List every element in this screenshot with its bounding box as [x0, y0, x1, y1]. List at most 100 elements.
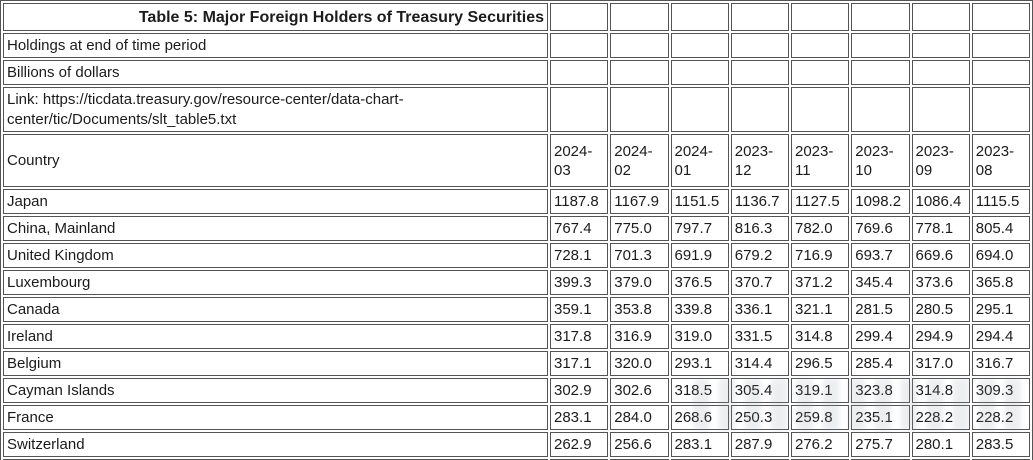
value-cell: 370.7 — [730, 270, 789, 295]
value-cell: 693.7 — [851, 243, 910, 268]
country-cell: Japan — [3, 189, 548, 214]
value-cell: 299.4 — [851, 324, 910, 349]
value-cell: 314.8 — [911, 378, 970, 403]
period-header-cell: 2023-11 — [791, 134, 850, 187]
table-row: Cayman Islands 302.9 302.6 318.5 305.4 319.1 3… — [3, 378, 1030, 403]
value-cell: 373.6 — [911, 270, 970, 295]
country-cell: United Kingdom — [3, 243, 548, 268]
value-cell: 767.4 — [550, 216, 609, 241]
value-cell: 283.5 — [971, 432, 1030, 457]
value-cell: 782.0 — [791, 216, 850, 241]
empty-cell — [610, 60, 669, 85]
value-cell: 275.7 — [851, 432, 910, 457]
value-cell: 1127.5 — [791, 189, 850, 214]
value-cell: 228.2 — [971, 405, 1030, 430]
empty-cell — [670, 87, 729, 132]
value-cell: 262.9 — [550, 432, 609, 457]
empty-cell — [730, 33, 789, 58]
value-cell: 775.0 — [610, 216, 669, 241]
value-cell: 318.5 — [670, 378, 729, 403]
value-cell: 228.2 — [911, 405, 970, 430]
empty-cell — [911, 87, 970, 132]
table-row: Switzerland 262.9 256.6 283.1 287.9 276.2 275.… — [3, 432, 1030, 457]
value-cell: 669.6 — [911, 243, 970, 268]
country-cell: France — [3, 405, 548, 430]
value-cell: 1086.4 — [911, 189, 970, 214]
empty-cell — [610, 3, 669, 31]
value-cell: 679.2 — [730, 243, 789, 268]
value-cell: 317.1 — [550, 351, 609, 376]
value-cell: 805.4 — [971, 216, 1030, 241]
value-cell: 314.4 — [730, 351, 789, 376]
empty-cell — [791, 33, 850, 58]
value-cell: 256.6 — [610, 432, 669, 457]
value-cell: 268.6 — [670, 405, 729, 430]
value-cell: 816.3 — [730, 216, 789, 241]
value-cell: 691.9 — [670, 243, 729, 268]
subtitle-units-row: Billions of dollars — [3, 60, 1030, 85]
value-cell: 294.9 — [911, 324, 970, 349]
value-cell: 320.0 — [610, 351, 669, 376]
value-cell: 316.7 — [971, 351, 1030, 376]
empty-cell — [791, 60, 850, 85]
value-cell: 1136.7 — [730, 189, 789, 214]
value-cell: 1115.5 — [971, 189, 1030, 214]
country-cell: Luxembourg — [3, 270, 548, 295]
empty-cell — [730, 87, 789, 132]
value-cell: 694.0 — [971, 243, 1030, 268]
value-cell: 331.5 — [730, 324, 789, 349]
value-cell: 319.0 — [670, 324, 729, 349]
country-cell: Switzerland — [3, 432, 548, 457]
title-row: Table 5: Major Foreign Holders of Treasu… — [3, 3, 1030, 31]
empty-cell — [971, 60, 1030, 85]
value-cell: 259.8 — [791, 405, 850, 430]
value-cell: 728.1 — [550, 243, 609, 268]
empty-cell — [550, 60, 609, 85]
empty-cell — [550, 3, 609, 31]
subtitle-units: Billions of dollars — [3, 60, 548, 85]
period-header-cell: 2024-03 — [550, 134, 609, 187]
value-cell: 321.1 — [791, 297, 850, 322]
value-cell: 399.3 — [550, 270, 609, 295]
table-row: Japan 1187.8 1167.9 1151.5 1136.7 1127.5 1098.… — [3, 189, 1030, 214]
period-header-cell: 2023-08 — [971, 134, 1030, 187]
period-header-cell: 2024-01 — [670, 134, 729, 187]
value-cell: 778.1 — [911, 216, 970, 241]
table-title: Table 5: Major Foreign Holders of Treasu… — [3, 3, 548, 31]
value-cell: 323.8 — [851, 378, 910, 403]
empty-cell — [971, 3, 1030, 31]
country-cell: Ireland — [3, 324, 548, 349]
value-cell: 285.4 — [851, 351, 910, 376]
empty-cell — [791, 3, 850, 31]
value-cell: 281.5 — [851, 297, 910, 322]
value-cell: 295.1 — [971, 297, 1030, 322]
value-cell: 379.0 — [610, 270, 669, 295]
table-row: France 283.1 284.0 268.6 250.3 259.8 235.1 228.… — [3, 405, 1030, 430]
value-cell: 769.6 — [851, 216, 910, 241]
value-cell: 305.4 — [730, 378, 789, 403]
period-header-cell: 2023-12 — [730, 134, 789, 187]
value-cell: 280.1 — [911, 432, 970, 457]
value-cell: 283.1 — [550, 405, 609, 430]
value-cell: 302.9 — [550, 378, 609, 403]
value-cell: 280.5 — [911, 297, 970, 322]
empty-cell — [851, 87, 910, 132]
link-row: Link: https://ticdata.treasury.gov/resou… — [3, 87, 1030, 132]
value-cell: 316.9 — [610, 324, 669, 349]
value-cell: 296.5 — [791, 351, 850, 376]
table-row: Canada 359.1 353.8 339.8 336.1 321.1 281.5 280.… — [3, 297, 1030, 322]
period-header-cell: 2024-02 — [610, 134, 669, 187]
country-cell: China, Mainland — [3, 216, 548, 241]
value-cell: 701.3 — [610, 243, 669, 268]
empty-cell — [730, 60, 789, 85]
period-header-cell: 2023-10 — [851, 134, 910, 187]
empty-cell — [730, 3, 789, 31]
value-cell: 317.8 — [550, 324, 609, 349]
source-link-text: Link: https://ticdata.treasury.gov/resou… — [3, 87, 548, 132]
value-cell: 371.2 — [791, 270, 850, 295]
value-cell: 359.1 — [550, 297, 609, 322]
value-cell: 1187.8 — [550, 189, 609, 214]
value-cell: 797.7 — [670, 216, 729, 241]
